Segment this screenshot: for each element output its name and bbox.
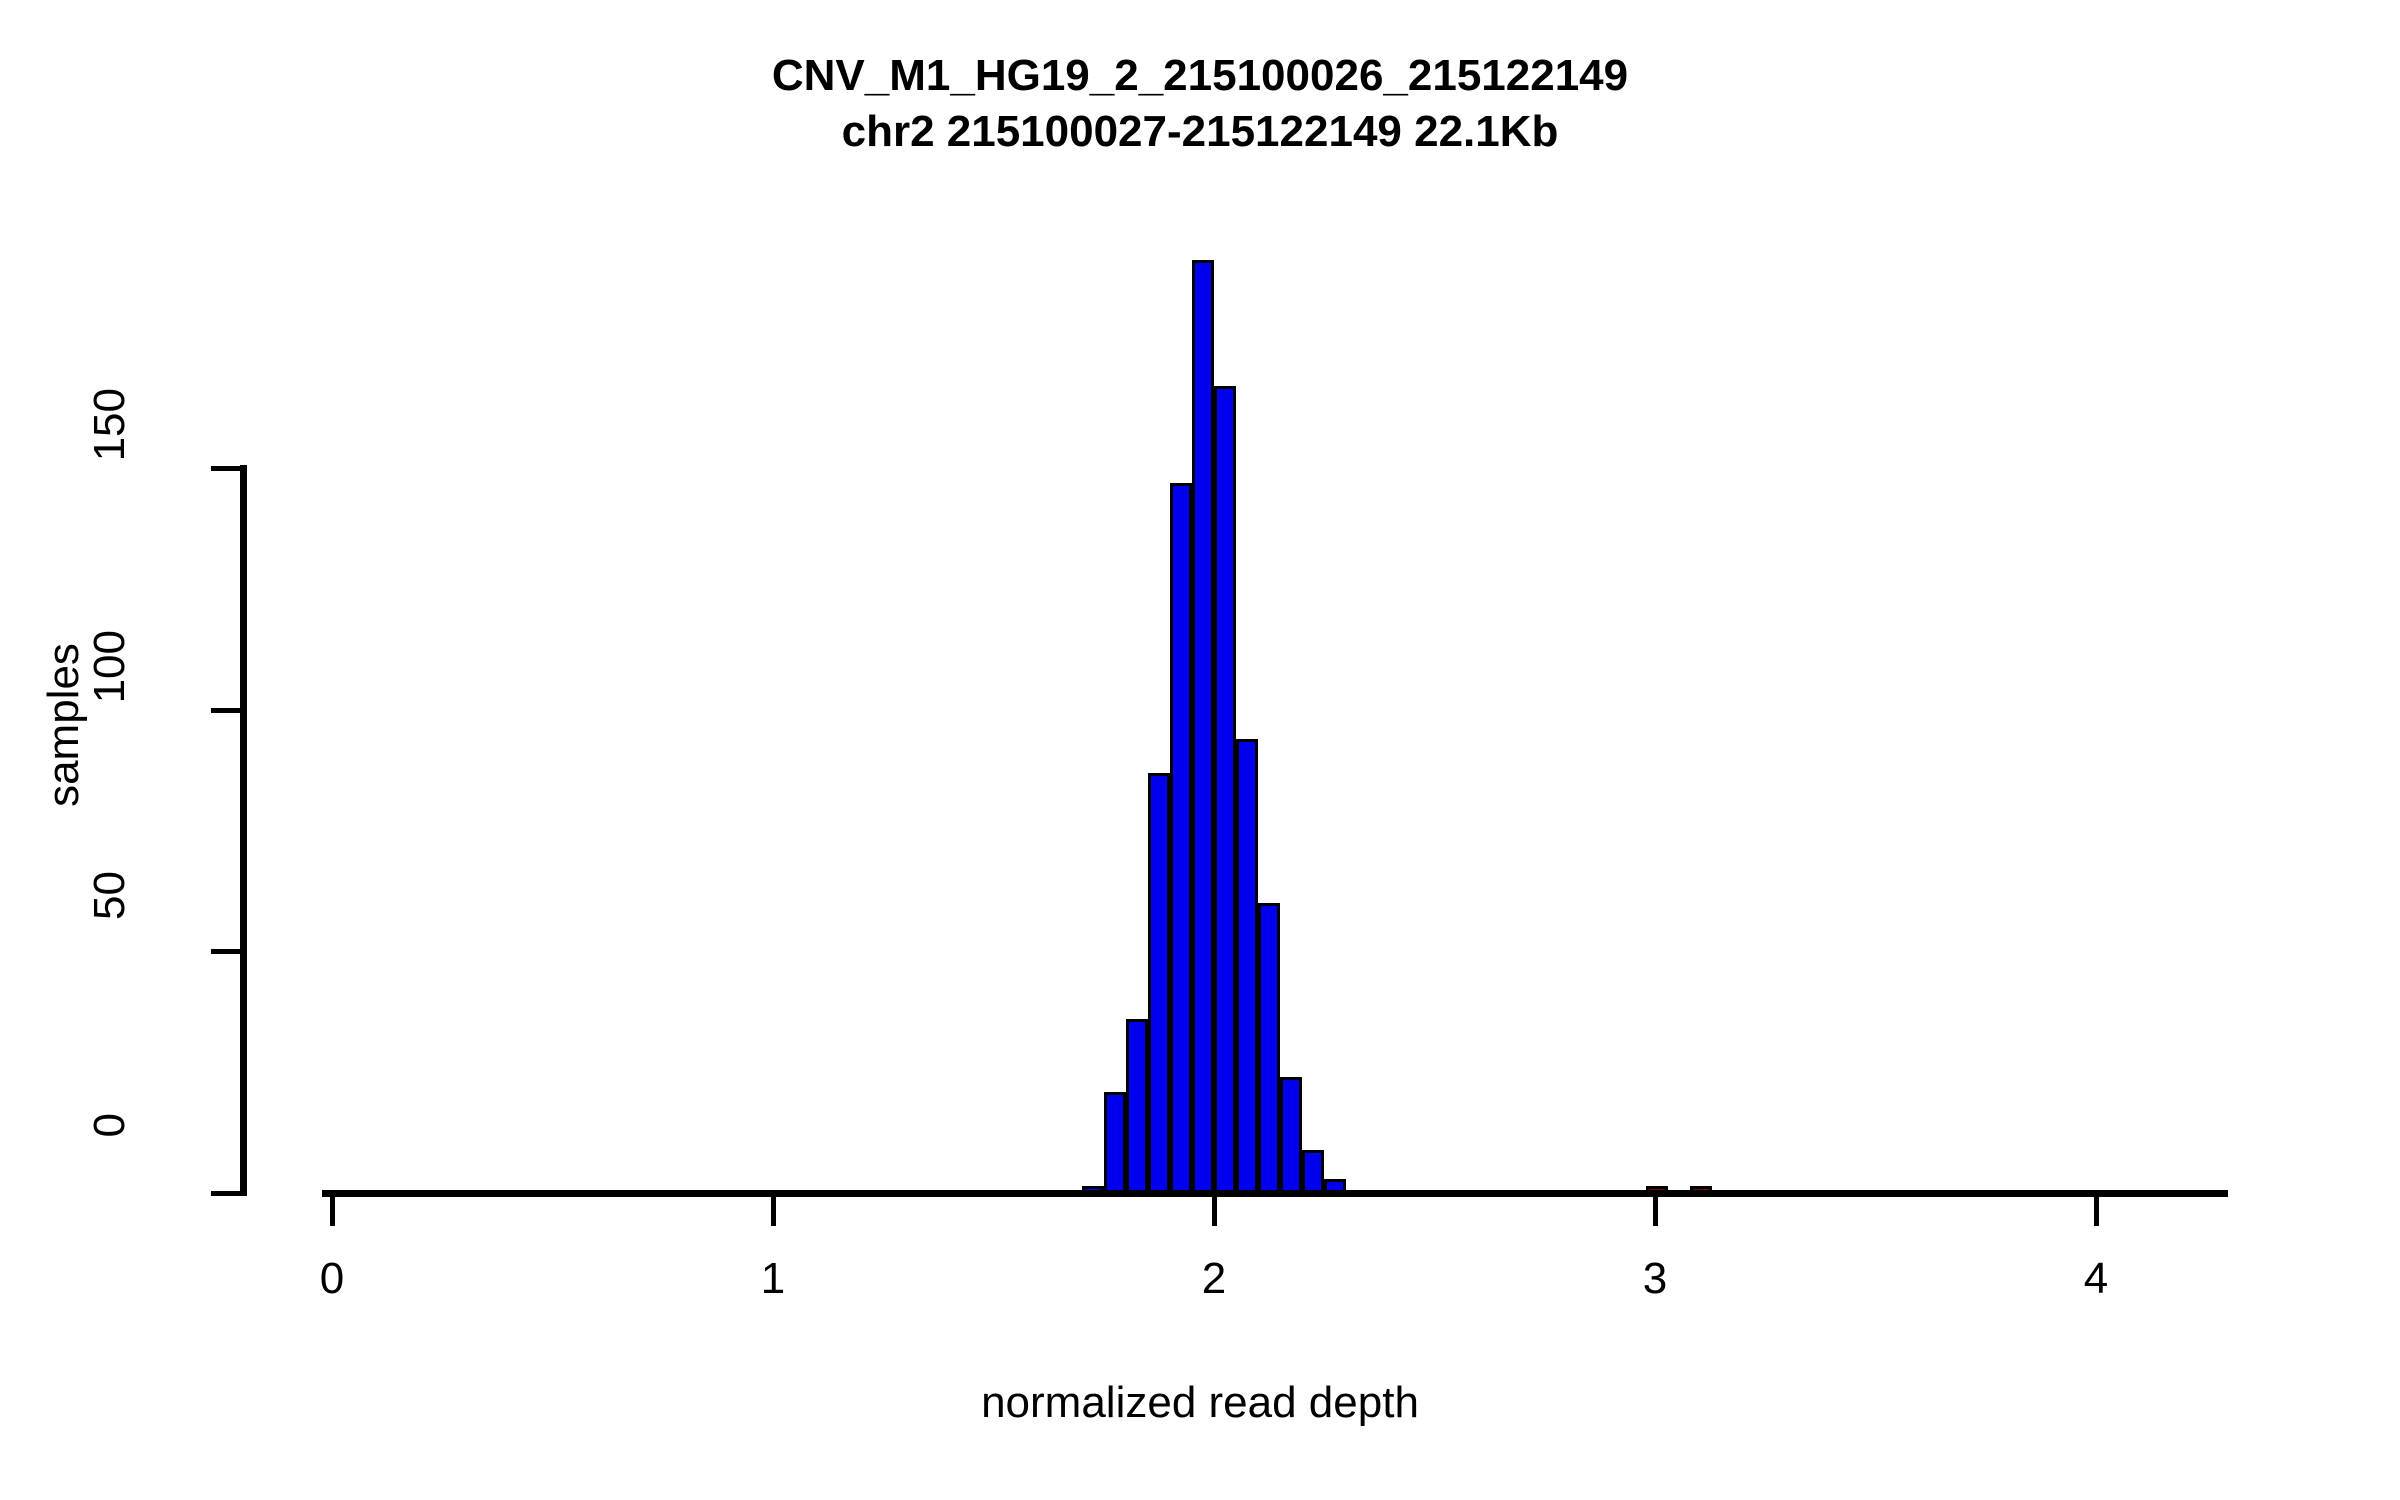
x-tick-label: 2 bbox=[1201, 1254, 1227, 1303]
histogram-bar bbox=[1103, 1091, 1126, 1193]
histogram-bar bbox=[1191, 260, 1214, 1193]
y-tick bbox=[211, 1191, 240, 1196]
y-axis-label: samples bbox=[39, 643, 88, 807]
histogram-bar bbox=[1236, 738, 1259, 1193]
x-tick bbox=[1653, 1197, 1658, 1226]
histogram-bar bbox=[1280, 1077, 1303, 1193]
x-tick-label: 0 bbox=[319, 1254, 345, 1303]
histogram-bar bbox=[1214, 385, 1237, 1193]
chart-title: CNV_M1_HG19_2_215100026_215122149 chr2 2… bbox=[0, 48, 2400, 160]
x-tick bbox=[1212, 1197, 1217, 1226]
x-tick-label: 4 bbox=[2083, 1254, 2109, 1303]
y-tick-label: 50 bbox=[85, 871, 134, 921]
x-tick-label: 1 bbox=[760, 1254, 786, 1303]
chart-title-line-2: chr2 215100027-215122149 22.1Kb bbox=[841, 107, 1559, 156]
histogram-bar bbox=[1169, 482, 1192, 1193]
x-tick bbox=[2094, 1197, 2099, 1226]
y-tick-label: 100 bbox=[85, 629, 134, 704]
x-tick-label: 3 bbox=[1642, 1254, 1668, 1303]
histogram-bar bbox=[1125, 1019, 1148, 1193]
histogram-bar bbox=[1302, 1149, 1325, 1193]
x-tick bbox=[771, 1197, 776, 1226]
histogram-bar bbox=[1258, 903, 1281, 1193]
x-axis-label: normalized read depth bbox=[981, 1378, 1419, 1427]
y-tick bbox=[211, 949, 240, 955]
histogram-bar bbox=[1147, 772, 1170, 1193]
x-tick bbox=[330, 1197, 335, 1226]
y-tick-label: 150 bbox=[85, 388, 134, 462]
y-axis-line bbox=[240, 465, 247, 1196]
chart-title-line-1: CNV_M1_HG19_2_215100026_215122149 bbox=[771, 51, 1629, 100]
y-tick-label: 0 bbox=[85, 1113, 134, 1138]
y-tick bbox=[211, 707, 240, 713]
x-axis-line bbox=[322, 1190, 2228, 1197]
y-tick bbox=[211, 466, 240, 471]
